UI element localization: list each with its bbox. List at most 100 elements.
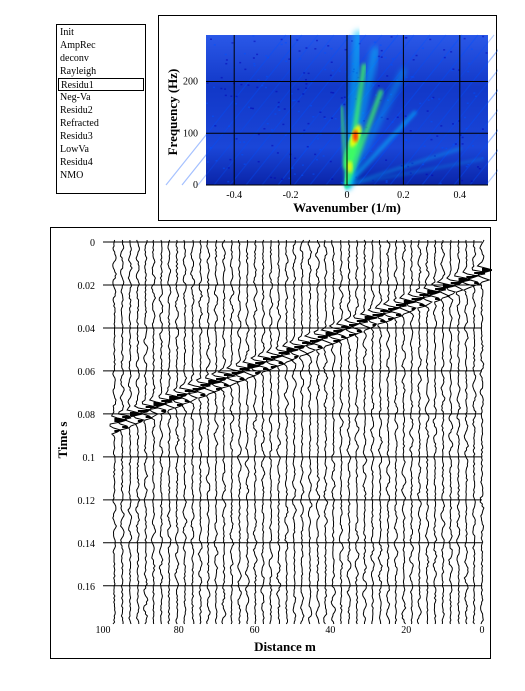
fk-noise-speck [429, 38, 432, 41]
fk-noise-speck [481, 157, 484, 159]
gather-list-item[interactable]: Residu4 [60, 157, 93, 168]
fk-noise-speck [340, 181, 343, 184]
gather-list-item[interactable]: Rayleigh [60, 66, 97, 77]
fk-noise-speck [443, 49, 446, 51]
gather-list-item[interactable]: AmpRec [60, 40, 96, 51]
gather-list-item[interactable]: Residu2 [60, 105, 93, 116]
gather-list-item[interactable]: Init [60, 27, 74, 38]
fk-noise-speck [412, 76, 415, 78]
fk-noise-speck [377, 55, 380, 58]
seis-wiggle-fill [231, 372, 244, 374]
gather-list-item[interactable]: NMO [60, 170, 84, 181]
fk-noise-speck [235, 138, 238, 140]
fk-noise-speck [323, 116, 326, 118]
fk-noise-speck [307, 122, 310, 125]
fk-noise-speck [463, 37, 466, 40]
seis-trace [124, 239, 143, 625]
fk-noise-speck [330, 91, 333, 94]
seis-trace [273, 239, 291, 625]
fk-noise-speck [473, 92, 476, 94]
seis-wiggle-fill [122, 426, 129, 428]
fk-noise-speck [285, 60, 288, 63]
fk-noise-speck [307, 72, 310, 75]
gather-list-item[interactable]: Residu1 [58, 78, 144, 91]
fk-noise-speck [291, 92, 294, 95]
fk-x-tick-label: -0.2 [283, 190, 299, 201]
seis-trace [436, 239, 456, 625]
fk-noise-speck [363, 157, 366, 159]
seis-trace [429, 239, 446, 625]
seis-y-tick-label: 0 [90, 238, 95, 249]
seis-wiggle-fill [223, 384, 230, 386]
fk-noise-speck [304, 78, 307, 81]
fk-noise-speck [266, 122, 269, 125]
fk-noise-speck [257, 133, 260, 136]
gather-list-item[interactable]: Residu3 [60, 131, 93, 142]
fk-texture-line [357, 34, 479, 186]
gather-list-item[interactable]: Neg-Va [60, 92, 91, 103]
seis-wiggle-fill [411, 308, 416, 310]
fk-noise-speck [391, 58, 394, 60]
seis-y-tick-label: 0.16 [78, 582, 96, 593]
fk-x-tick-label: 0 [345, 190, 350, 201]
fk-noise-speck [415, 54, 418, 57]
fk-x-axis-label: Wavenumber (1/m) [293, 200, 401, 215]
fk-noise-speck [231, 183, 234, 186]
seis-traces [109, 239, 492, 625]
fk-noise-speck [441, 147, 444, 149]
fk-noise-speck [253, 40, 256, 43]
seis-trace [367, 239, 386, 625]
fk-noise-speck [305, 87, 308, 90]
fk-noise-speck [343, 103, 346, 106]
gather-list-item[interactable]: deconv [60, 53, 89, 64]
seis-wiggle-fill [388, 318, 395, 320]
fk-noise-speck [422, 163, 425, 166]
seis-trace [374, 240, 394, 625]
fk-noise-speck [351, 40, 354, 42]
fk-noise-speck [273, 177, 276, 179]
fk-noise-speck [206, 82, 209, 84]
fk-noise-speck [324, 117, 327, 120]
gather-list-item[interactable]: Refracted [60, 118, 99, 129]
seis-y-tick-label: 0.14 [78, 539, 96, 550]
fk-noise-speck [431, 97, 434, 100]
fk-noise-speck [227, 167, 230, 169]
fk-noise-speck [482, 35, 485, 38]
fk-noise-speck [471, 145, 474, 147]
fk-noise-speck [214, 125, 217, 127]
fk-noise-speck [419, 102, 422, 105]
fk-noise-speck [206, 161, 209, 163]
fk-noise-speck [459, 134, 462, 136]
fk-noise-speck [284, 134, 287, 137]
fk-texture-line [181, 34, 303, 186]
fk-y-tick-label: 100 [183, 128, 198, 139]
fk-noise-speck [463, 116, 466, 119]
fk-noise-speck [322, 155, 325, 157]
fk-noise-speck [443, 56, 446, 59]
seis-x-tick-label: 20 [401, 625, 411, 636]
seis-wiggle-fill [262, 358, 275, 360]
fk-noise-speck [380, 56, 383, 58]
fk-texture-line [309, 34, 431, 186]
fk-noise-speck [256, 53, 259, 56]
fk-noise-speck [343, 96, 346, 98]
fk-noise-speck [235, 103, 238, 105]
gather-list-item[interactable]: LowVa [60, 144, 89, 155]
fk-noise-speck [209, 146, 212, 149]
fk-noise-speck [431, 174, 434, 177]
fk-noise-speck [466, 102, 469, 104]
gather-list[interactable]: Init AmpRec deconv Rayleigh Residu1 Neg-Va Res… [56, 24, 146, 194]
fk-noise-speck [244, 68, 247, 71]
fk-noise-speck [212, 86, 215, 89]
fk-noise-speck [465, 127, 468, 130]
fk-noise-speck [319, 111, 322, 113]
fk-noise-speck [412, 59, 415, 61]
fk-noise-speck [312, 115, 315, 118]
fk-noise-speck [306, 145, 309, 148]
fk-grid [206, 35, 488, 186]
fk-noise-speck [432, 96, 435, 99]
fk-noise-speck [440, 125, 443, 127]
fk-energy-layer [165, 30, 498, 190]
fk-noise-speck [461, 136, 464, 139]
fk-noise-speck [334, 118, 337, 120]
